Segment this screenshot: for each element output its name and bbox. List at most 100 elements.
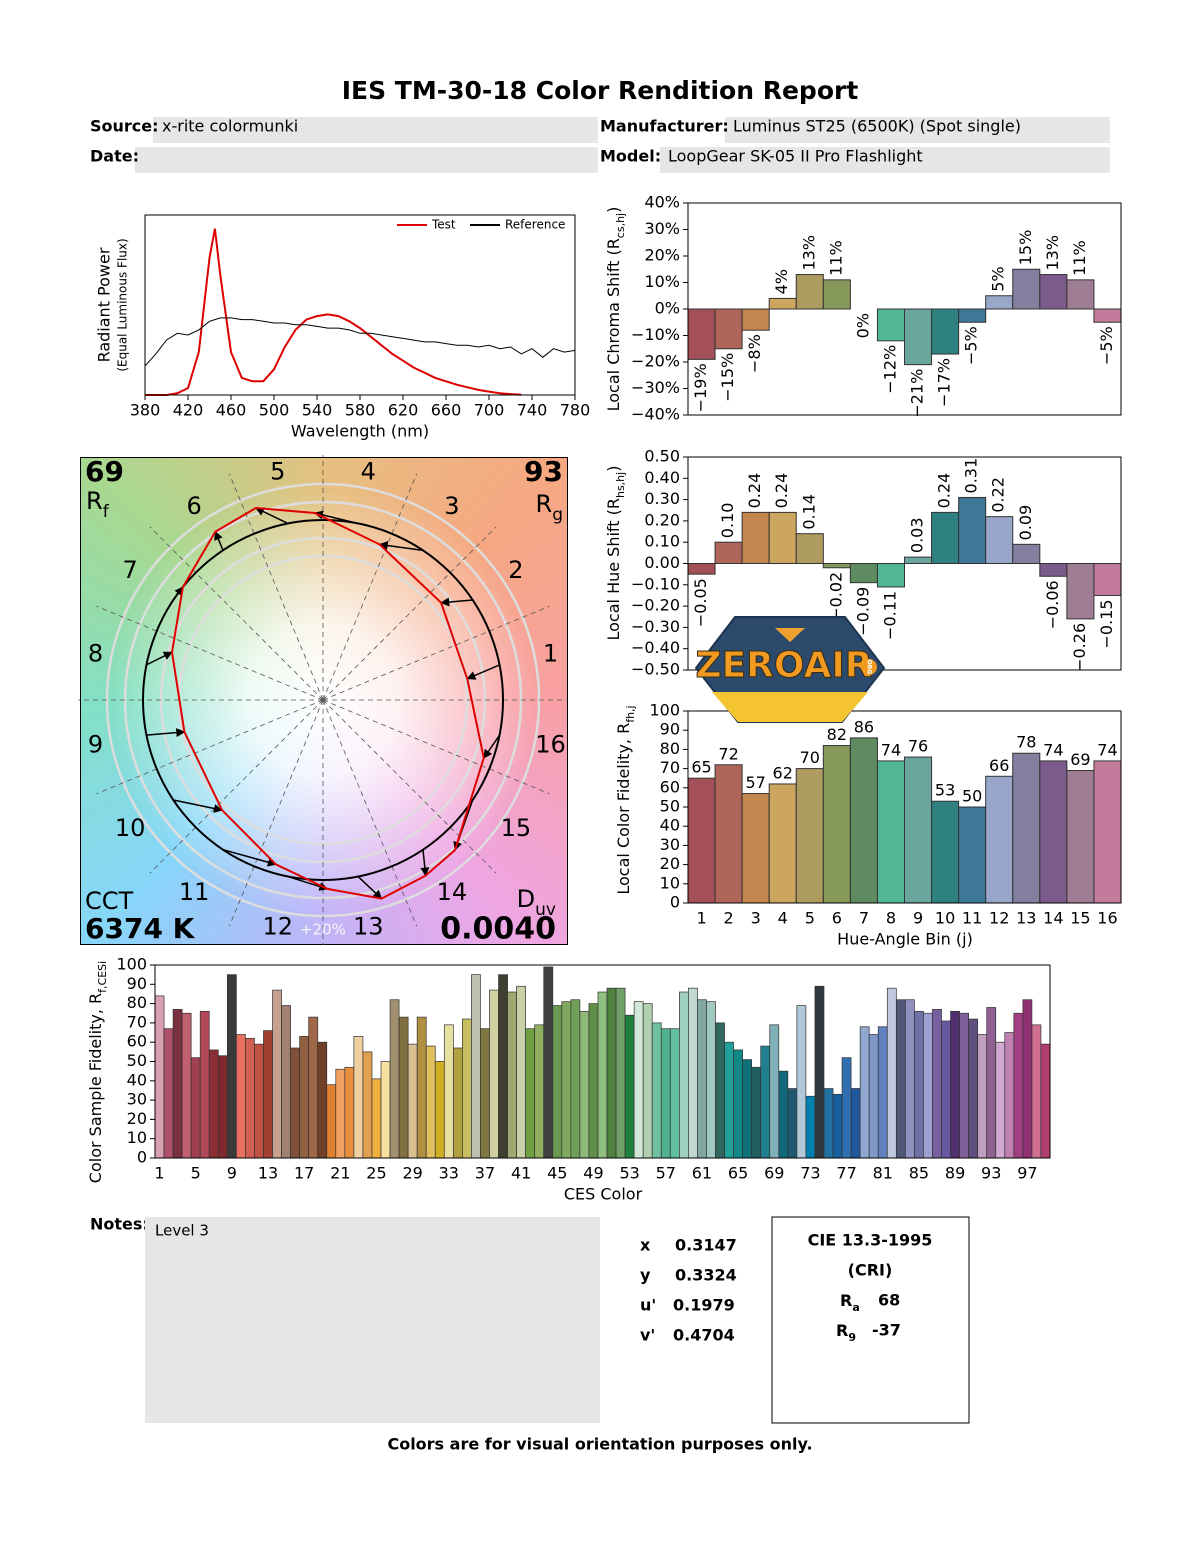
metric-label: y (640, 1266, 651, 1285)
bar (687, 308, 716, 360)
bar (534, 1024, 545, 1159)
y-tick-label: 0.00 (644, 553, 680, 572)
data-label: 70 (800, 748, 820, 767)
data-label: 13% (799, 235, 818, 271)
y-tick-label: 40 (660, 816, 680, 835)
hue-bin-label: 7 (122, 556, 137, 584)
y-tick-label: 0.30 (644, 489, 680, 508)
bar (741, 511, 770, 565)
shift-arrow (146, 728, 186, 738)
label-part: Local Chroma Shift (R (604, 238, 623, 411)
shift-arrow (173, 799, 223, 813)
bin-divider (228, 473, 324, 701)
metric-value: 0.3324 (675, 1266, 737, 1285)
hue-bin-label: 8 (88, 640, 103, 668)
logo-icon (775, 628, 805, 642)
bar (443, 1024, 454, 1159)
y-tick-label: 70 (660, 758, 680, 777)
bar (597, 991, 608, 1159)
bar (823, 1088, 834, 1159)
bar (1013, 1012, 1024, 1159)
reference-circle (142, 519, 504, 881)
bar (822, 745, 851, 904)
data-label: 0.09 (1016, 505, 1035, 541)
y-tick-label: 0% (655, 299, 680, 318)
data-label: 0.22 (989, 477, 1008, 513)
bin-divider (322, 605, 550, 701)
legend-label: Test (431, 218, 456, 232)
x-tick-label: 65 (728, 1164, 748, 1183)
bar (733, 1049, 743, 1159)
rg-label: Rg (536, 490, 563, 525)
bar (822, 563, 851, 569)
x-tick-label: 620 (388, 401, 419, 420)
y-tick-label: 80 (660, 739, 680, 758)
x-tick-label: 500 (259, 401, 290, 420)
bar (1093, 760, 1122, 904)
bar (697, 999, 707, 1159)
x-tick-label: 37 (475, 1164, 495, 1183)
field-box (660, 147, 1110, 173)
label-sub: hs,hj (614, 472, 627, 498)
logo-sub: ORG (866, 660, 873, 675)
x-tick-label: 580 (345, 401, 376, 420)
x-tick-label: 10 (935, 909, 955, 928)
x-tick-label: 13 (1016, 909, 1036, 928)
bar (932, 1009, 942, 1159)
x-tick-label: 41 (511, 1164, 531, 1183)
bar (768, 297, 797, 310)
data-label: 74 (1043, 740, 1063, 759)
hue-bin-label: 14 (437, 878, 468, 906)
x-tick-label: 33 (439, 1164, 459, 1183)
bar (849, 737, 878, 904)
data-label: 0% (853, 313, 872, 338)
x-tick-label: 740 (517, 401, 548, 420)
ra-value: 68 (878, 1291, 900, 1310)
spectrum-line (145, 228, 522, 396)
label-part: R (836, 1321, 848, 1340)
y-tick-label: −0.40 (631, 638, 680, 657)
bar (742, 1059, 753, 1159)
hue-bin-label: 9 (88, 730, 103, 758)
bar (914, 1010, 924, 1159)
x-tick-label: 780 (560, 401, 591, 420)
bar (778, 1070, 789, 1159)
x-tick-label: 6 (832, 909, 842, 928)
bar (606, 987, 617, 1159)
bar (931, 511, 960, 565)
x-tick-label: 5 (191, 1164, 201, 1183)
bar (687, 563, 716, 575)
field-box (153, 117, 598, 143)
y-tick-label: 60 (660, 777, 680, 796)
bar (245, 1037, 255, 1159)
bar (624, 1014, 635, 1159)
data-label: −0.09 (853, 587, 872, 636)
bar (760, 1045, 771, 1159)
label-sub: 9 (848, 1331, 856, 1344)
hue-bin-label: 3 (444, 492, 459, 520)
data-label: −0.26 (1070, 623, 1089, 672)
hue-bin-label: 10 (115, 814, 146, 842)
y-axis-label: Radiant Power (95, 247, 114, 362)
bar (308, 1016, 319, 1159)
notes-label: Notes: (90, 1215, 149, 1234)
x-tick-label: 2 (724, 909, 734, 928)
x-tick-label: 3 (751, 909, 761, 928)
field-label: Source: (90, 117, 159, 136)
bar (995, 1041, 1006, 1159)
bar (1022, 999, 1033, 1159)
y-tick-label: 20 (127, 1109, 147, 1128)
y-tick-label: 100 (116, 955, 147, 974)
bar (642, 1003, 653, 1159)
bar (795, 274, 824, 310)
y-tick-label: −0.30 (631, 617, 680, 636)
field-label: Manufacturer: (600, 117, 729, 136)
bar (904, 756, 933, 904)
label-sub: f (103, 502, 110, 522)
bar (498, 974, 508, 1159)
label-sub: a (852, 1301, 859, 1314)
shift-arrow (222, 848, 277, 867)
bar (859, 1026, 870, 1159)
r9-value: -37 (872, 1321, 901, 1340)
bar (1012, 752, 1041, 904)
